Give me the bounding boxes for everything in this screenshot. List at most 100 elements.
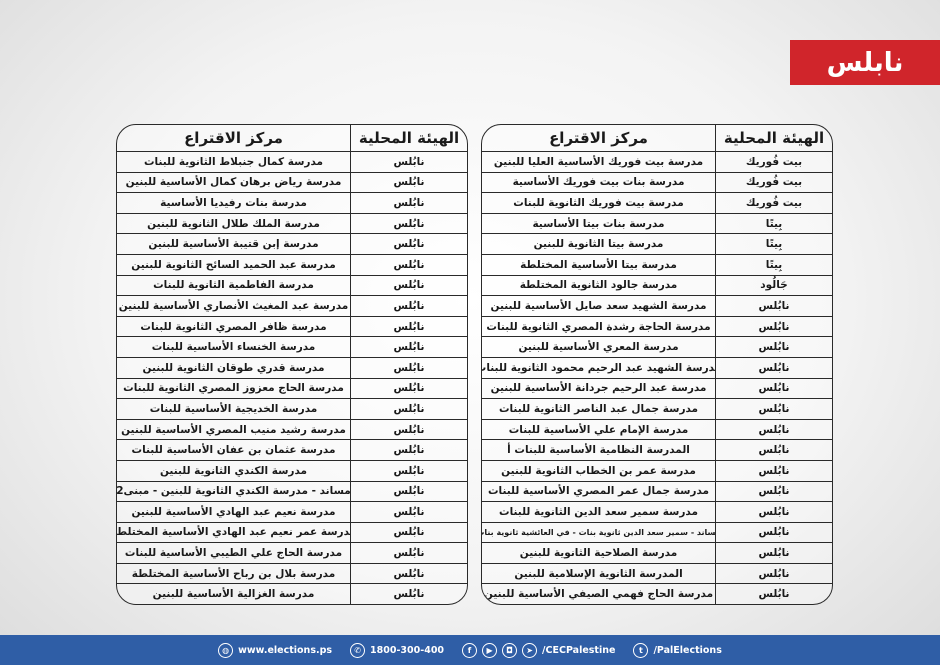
table-row: نابُلس مدرسة سمير سعد الدين الثانوية للبن…	[482, 501, 832, 522]
table-row: نابُلس مدرسة كمال جنبلاط الثانوية للبنات	[117, 151, 467, 172]
local-body-cell: نابُلس	[350, 522, 467, 543]
table-row: نابُلس مدرسة رشيد منيب المصري الأساسية لل…	[117, 418, 467, 440]
local-body-cell: بيت فُوريك	[715, 172, 832, 193]
header-polling-center: مركز الاقتراع	[549, 129, 648, 147]
table-row: نابُلس مدرسة الفاطمية الثانوية للبنات	[117, 274, 467, 296]
local-body-cell: نابُلس	[715, 522, 832, 543]
local-body-cell: نابُلس	[350, 419, 467, 440]
local-body-cell: نابُلس	[350, 172, 467, 193]
polling-center-cell: مدرسة بيت فوريك الثانوية للبنات	[513, 196, 684, 209]
local-body-cell: نابُلس	[350, 460, 467, 481]
table-row: نابُلس مدرسة عثمان بن عفان الأساسية للبنا…	[117, 439, 467, 460]
polling-center-cell: مدرسة الشهيد سعد صايل الأساسية للبنين	[490, 299, 707, 312]
local-body-cell: نابُلس	[715, 337, 832, 357]
table-row: نابُلس المدرسة النظامية الأساسية للبنات أ	[482, 439, 832, 460]
polling-center-cell: مدرسة الفاطمية الثانوية للبنات	[153, 279, 314, 292]
local-body-cell: نابُلس	[350, 543, 467, 563]
local-body-cell: نابُلس	[350, 502, 467, 522]
table-row: نابُلس مدرسة جمال عبد الناصر الثانوية للب…	[482, 398, 832, 419]
polling-center-cell: المدرسة النظامية الأساسية للبنات أ	[507, 444, 690, 457]
polling-center-cell: مدرسة المعري الأساسية للبنين	[518, 341, 679, 354]
polling-center-cell: مدرسة ظافر المصري الثانوية للبنات	[140, 320, 327, 333]
instagram-icon[interactable]: ◘	[502, 642, 518, 658]
local-body-cell: نابُلس	[350, 254, 467, 275]
polling-center-cell: مدرسة الحاج علي الطيبي الأساسية للبنات	[124, 547, 343, 560]
local-body-cell: نابُلس	[350, 234, 467, 254]
polling-center-cell: مدرسة الخديجية الأساسية للبنات	[149, 402, 318, 415]
local-body-cell: نابُلس	[350, 275, 467, 296]
local-body-cell: نابُلس	[350, 481, 467, 502]
polling-center-cell: مدرسة بيت فوريك الأساسية العليا للبنين	[493, 155, 704, 168]
table-row: نابُلس مدرسة الكندي الثانوية للبنين	[117, 459, 467, 481]
polling-center-cell: مدرسة الصلاحية الثانوية للبنين	[519, 547, 678, 560]
table-row: نابُلس المدرسة الثانوية الإسلامية للبنين	[482, 562, 832, 584]
table-row: نابُلس مدرسة الخنساء الأساسية للبنات	[117, 336, 467, 357]
polling-table-left: الهيئة المحلية مركز الاقتراع نابُلس مدرسة…	[116, 124, 468, 606]
table-row: نابُلس مدرسة الحاجة رشدة المصري الثانوية …	[482, 315, 832, 337]
local-body-cell: جَالُود	[715, 275, 832, 296]
polling-center-cell: مدرسة عبد الحميد السائح الثانوية للبنين	[131, 258, 336, 271]
table-row: نابُلس مدرسة بلال بن رباح الأساسية المختل…	[117, 562, 467, 584]
footer-twitter: t /PalElections	[633, 642, 722, 658]
youtube-icon[interactable]: ▶	[482, 642, 498, 658]
local-body-cell: نابُلس	[715, 357, 832, 378]
footer-website[interactable]: ◍ www.elections.ps	[218, 642, 333, 658]
table-row: بِيتًا مدرسة بيتا الأساسية المختلطة	[482, 253, 832, 275]
polling-center-cell: مدرسة جمال عبد الناصر الثانوية للبنات	[498, 402, 699, 415]
table-row: نابُلس مدرسة جمال عمر المصري الأساسية للب…	[482, 480, 832, 502]
polling-center-cell: المدرسة الثانوية الإسلامية للبنين	[514, 567, 683, 580]
polling-table-right: الهيئة المحلية مركز الاقتراع بيت فُوريك م…	[481, 124, 833, 606]
twitter-icon[interactable]: t	[633, 642, 649, 658]
local-body-cell: بِيتًا	[715, 254, 832, 275]
local-body-cell: بيت فُوريك	[715, 193, 832, 213]
phone-number: 1800-300-400	[370, 644, 445, 656]
table-header: الهيئة المحلية مركز الاقتراع	[482, 125, 832, 151]
polling-center-cell: مدرسة بنات رفيديا الأساسية	[160, 196, 307, 209]
local-body-cell: بِيتًا	[715, 213, 832, 234]
social-handle[interactable]: /CECPalestine	[542, 644, 616, 656]
table-row: نابُلس مدرسة الحاج فهمي الصيفي الأساسية ل…	[482, 583, 832, 605]
table-row: نابُلس مدرسة إبن قتيبة الأساسية للبنين	[117, 233, 467, 254]
local-body-cell: نابُلس	[715, 440, 832, 460]
polling-center-cell: مدرسة بنات بيت فوريك الأساسية	[512, 176, 685, 189]
polling-center-cell: مدرسة عبد الرحيم جردانة الأساسية للبنين	[490, 382, 707, 395]
polling-center-cell: مدرسة الحاج معزوز المصري الثانوية للبنات	[123, 382, 344, 395]
polling-center-cell: مدرسة بلال بن رباح الأساسية المختلطة	[131, 567, 336, 580]
local-body-cell: نابُلس	[350, 316, 467, 337]
local-body-cell: نابُلس	[350, 584, 467, 605]
local-body-cell: نابُلس	[715, 481, 832, 502]
table-row: بِيتًا مدرسة بيتا الثانوية للبنين	[482, 233, 832, 254]
table-row: نابُلس مدرسة رياض برهان كمال الأساسية للب…	[117, 171, 467, 193]
phone-icon: ✆	[350, 642, 366, 658]
table-row: نابُلس مدرسة عبد المغيث الأنصاري الأساسية…	[117, 295, 467, 316]
local-body-cell: نابُلس	[715, 543, 832, 563]
polling-center-cell: مدرسة نعيم عبد الهادي الأساسية للبنين	[131, 505, 336, 518]
table-row: نابُلس مساند - مدرسة الكندي الثانوية للبن…	[117, 480, 467, 502]
polling-center-cell: مدرسة عبد المغيث الأنصاري الأساسية للبني…	[118, 299, 349, 312]
local-body-cell: نابُلس	[715, 584, 832, 605]
city-title: نابلس	[826, 47, 904, 78]
table-header: الهيئة المحلية مركز الاقتراع	[117, 125, 467, 151]
local-body-cell: نابُلس	[350, 378, 467, 399]
polling-center-cell: مدرسة الشهيد عبد الرحيم محمود الثانوية ل…	[482, 361, 715, 374]
polling-center-cell: مدرسة قدري طوقان الثانوية للبنين	[142, 361, 325, 374]
polling-center-cell: مدرسة بنات بيتا الأساسية	[532, 217, 665, 230]
facebook-icon[interactable]: f	[462, 642, 478, 658]
city-title-banner: نابلس	[790, 40, 940, 85]
table-row: نابُلس مدرسة قدري طوقان الثانوية للبنين	[117, 356, 467, 378]
table-row: نابُلس مدرسة عبد الرحيم جردانة الأساسية ل…	[482, 377, 832, 399]
telegram-icon[interactable]: ➤	[522, 642, 538, 658]
table-row: نابُلس مدرسة عمر نعيم عبد الهادي الأساسية…	[117, 521, 467, 543]
local-body-cell: نابُلس	[350, 193, 467, 213]
local-body-cell: بيت فُوريك	[715, 152, 832, 172]
local-body-cell: نابُلس	[715, 316, 832, 337]
local-body-cell: نابُلس	[350, 563, 467, 584]
footer-phone: ✆ 1800-300-400	[350, 642, 445, 658]
local-body-cell: نابُلس	[350, 399, 467, 419]
table-row: بيت فُوريك مدرسة بيت فوريك الثانوية للبنا…	[482, 192, 832, 213]
polling-center-cell: مدرسة الحاج فهمي الصيفي الأساسية للبنين	[483, 588, 714, 601]
table-row: نابُلس مدرسة الملك طلال الثانوية للبنين	[117, 212, 467, 234]
website-link[interactable]: www.elections.ps	[238, 644, 333, 656]
polling-center-cell: مدرسة جالود الثانوية المختلطة	[519, 279, 678, 292]
twitter-handle[interactable]: /PalElections	[653, 644, 722, 656]
